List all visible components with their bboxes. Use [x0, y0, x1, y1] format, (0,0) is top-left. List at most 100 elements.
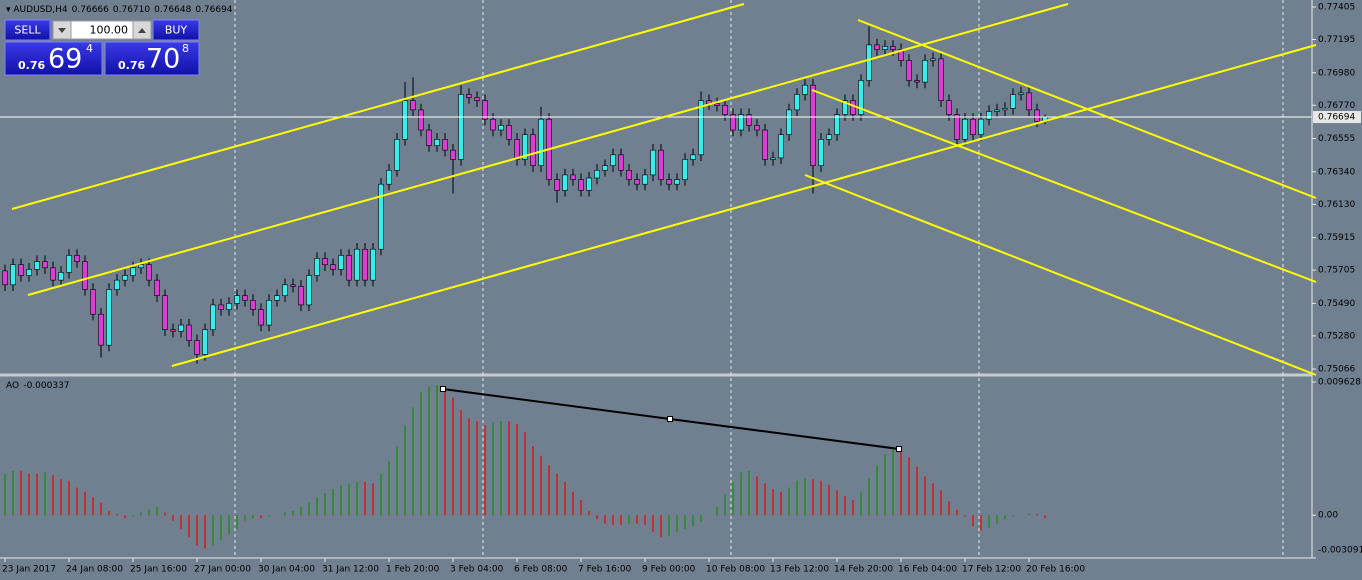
candle-body — [450, 149, 456, 160]
candle-body — [466, 94, 472, 98]
y-tick-label: 0.75066 — [1318, 365, 1355, 375]
candle-body — [130, 267, 136, 276]
y-tick-label: 0.76980 — [1318, 68, 1355, 78]
ask-box[interactable] — [104, 41, 200, 76]
candle-body — [338, 255, 344, 270]
candle-body — [898, 49, 904, 61]
candle-body — [362, 248, 368, 281]
indicator-value: -0.000337 — [23, 381, 69, 391]
channel-line — [27, 3, 1069, 296]
candle-body — [834, 114, 840, 135]
indicator-name: AO — [6, 381, 19, 391]
y-tick-label: 0.75490 — [1318, 299, 1355, 309]
buy-label: BUY — [165, 24, 188, 37]
candle-body — [818, 139, 824, 166]
candle-body — [922, 60, 928, 83]
buy-button[interactable] — [152, 19, 200, 41]
bid-big: 69 — [48, 44, 82, 75]
channel-line — [811, 89, 1317, 283]
candle-body — [490, 118, 496, 131]
candle-body — [674, 179, 680, 185]
candle-body — [226, 303, 232, 310]
x-tick-label: 16 Feb 04:00 — [898, 565, 957, 575]
candle-body — [946, 100, 952, 115]
candle-body — [122, 275, 128, 281]
axes: 0.774050.771950.769800.767700.765550.763… — [2, 3, 1362, 575]
y-tick-label: -0.003091 — [1318, 546, 1362, 556]
current-price-box — [1313, 111, 1361, 124]
candle-body — [570, 174, 576, 180]
candle-body — [1010, 94, 1016, 109]
candle-body — [762, 129, 768, 160]
arrow-icon — [138, 28, 146, 33]
y-tick-label: 0.77195 — [1318, 35, 1355, 45]
candle-body — [34, 261, 40, 270]
candle-body — [650, 149, 656, 176]
icon: ▾ — [6, 5, 13, 15]
candle-body — [218, 304, 224, 310]
x-tick-label: 14 Feb 20:00 — [834, 565, 893, 575]
current-price-label: 0.76694 — [1318, 113, 1355, 123]
candle-body — [426, 129, 432, 146]
candle-body — [138, 264, 144, 269]
x-tick-label: 17 Feb 12:00 — [962, 565, 1021, 575]
candle-body — [1002, 108, 1008, 111]
candle-body — [634, 179, 640, 185]
candle-body — [274, 295, 280, 301]
candle-body — [58, 272, 64, 281]
candle-body — [642, 174, 648, 185]
channel-line — [171, 44, 1317, 367]
candle-body — [298, 286, 304, 306]
candle-body — [770, 157, 776, 160]
ao-header: AO -0.000337 — [6, 381, 70, 391]
candle-body — [722, 104, 728, 115]
candle-body — [666, 179, 672, 185]
y-tick-label: 0.76555 — [1318, 134, 1355, 144]
candle-body — [10, 264, 16, 286]
x-tick-label: 3 Feb 04:00 — [450, 565, 504, 575]
candle-body — [506, 125, 512, 140]
sell-button[interactable] — [4, 19, 51, 41]
candle-body — [2, 270, 8, 286]
ask-small: 8 — [182, 42, 189, 55]
candle-body — [1034, 109, 1040, 122]
x-tick-label: 25 Jan 16:00 — [130, 565, 187, 575]
candle-body — [754, 125, 760, 131]
y-tick-label: 0.76770 — [1318, 101, 1355, 111]
candle-body — [514, 139, 520, 160]
candle-body — [18, 264, 24, 276]
x-tick-label: 30 Jan 04:00 — [258, 565, 315, 575]
x-tick-label: 24 Jan 08:00 — [66, 565, 123, 575]
candle-body — [866, 44, 872, 81]
candle-body — [610, 154, 616, 166]
bid-box[interactable] — [4, 41, 103, 76]
candle-body — [266, 299, 272, 326]
x-tick-label: 27 Jan 00:00 — [194, 565, 251, 575]
y-tick-label: 0.75915 — [1318, 233, 1355, 243]
trade-panel: SELL 100.00 BUY 0.76 69 4 0.76 70 8 — [4, 19, 200, 76]
candle-body — [682, 159, 688, 180]
handle — [440, 386, 446, 392]
candle-body — [842, 100, 848, 115]
bid-prefix: 0.76 — [18, 59, 45, 72]
candle-body — [74, 255, 80, 262]
candle-body — [90, 289, 96, 315]
ask-big: 70 — [146, 44, 180, 75]
symbol: AUDUSD,H4 — [13, 5, 68, 15]
candle-body — [938, 58, 944, 101]
x-tick-label: 31 Jan 12:00 — [322, 565, 379, 575]
candle-body — [538, 118, 544, 166]
candle-body — [82, 261, 88, 290]
x-tick-label: 23 Jan 2017 — [2, 565, 56, 575]
candle-body — [458, 94, 464, 160]
candle-body — [602, 165, 608, 171]
candle-body — [594, 169, 600, 179]
candle-body — [890, 46, 896, 50]
high: 0.76710 — [113, 5, 150, 15]
x-tick-label: 1 Feb 20:00 — [386, 565, 440, 575]
candle-body — [402, 100, 408, 140]
handle — [896, 446, 902, 452]
y-tick-label: 0.75280 — [1318, 331, 1355, 341]
candle-body — [410, 100, 416, 111]
